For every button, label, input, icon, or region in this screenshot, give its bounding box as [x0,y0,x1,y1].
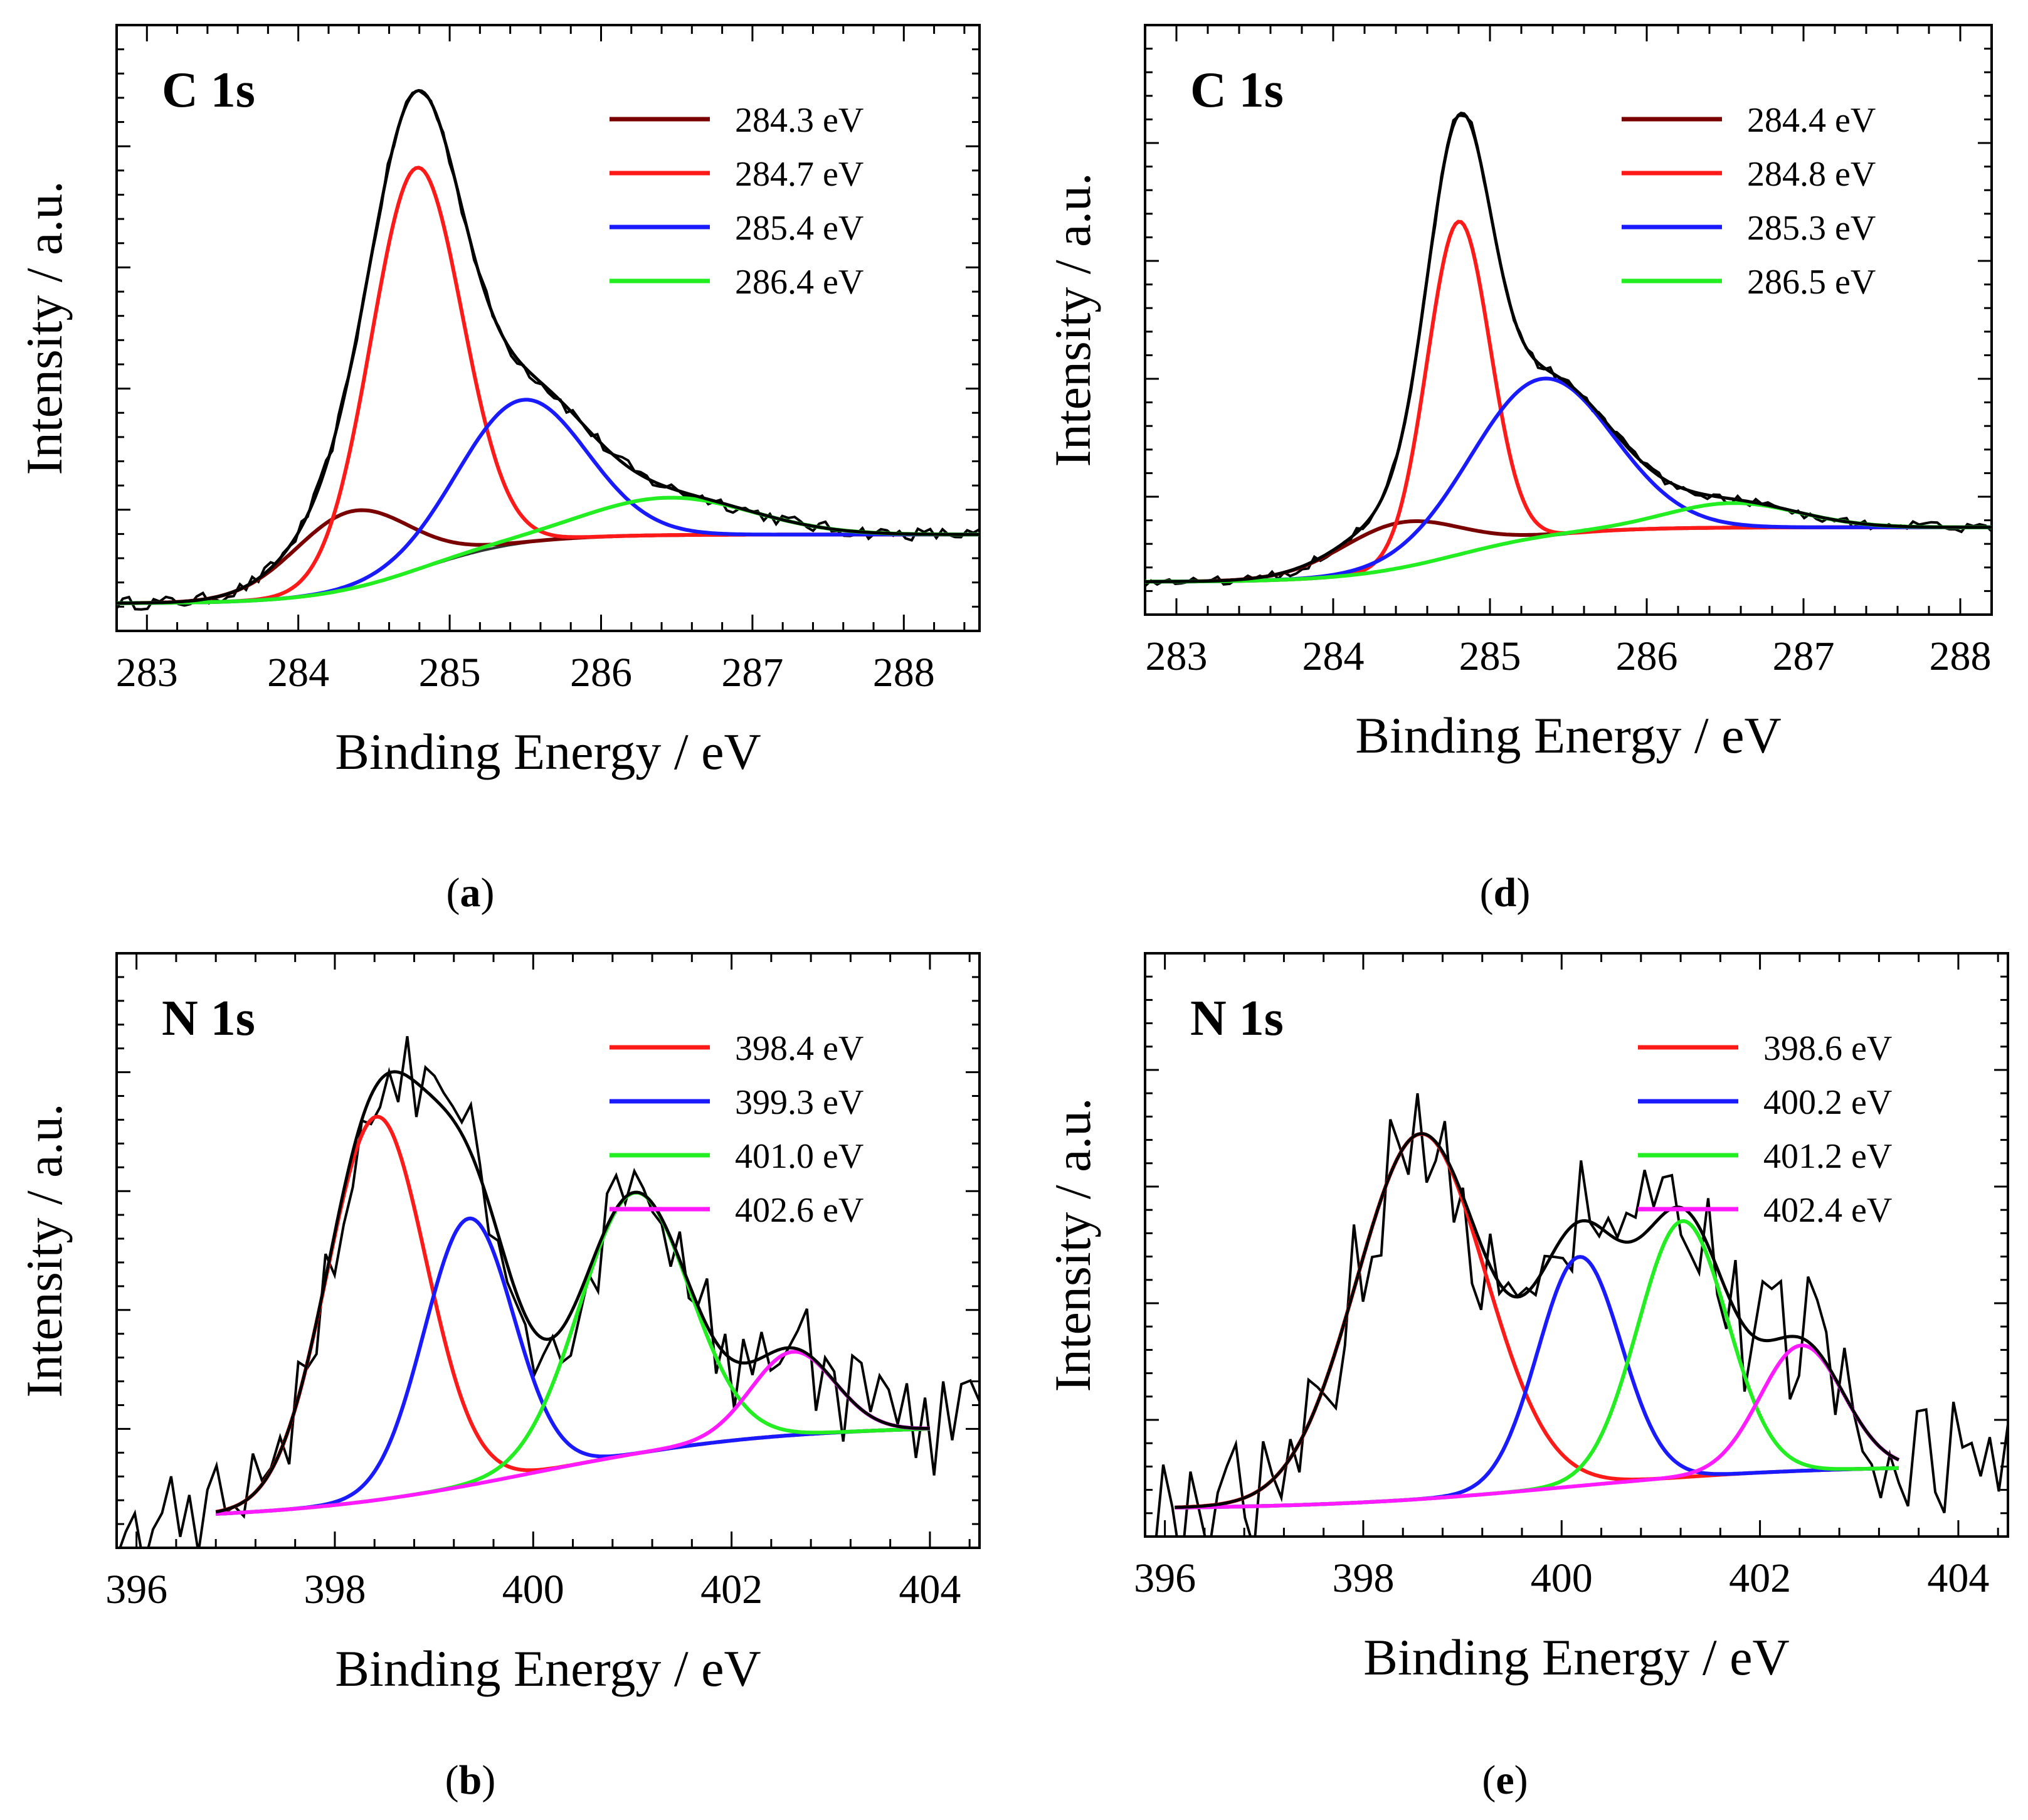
x-tick-label: 284 [1302,633,1365,679]
x-tick-label: 283 [116,650,178,696]
legend-label: 284.8 eV [1747,155,1876,194]
legend: 398.4 eV 399.3 eV 401.0 eV 402.6 eV [610,1029,863,1230]
x-tick-label: 285 [419,650,481,696]
x-tick-label: 404 [1927,1555,1989,1601]
x-axis-title: Binding Energy / eV [1363,1629,1789,1686]
plot-frame [115,24,981,632]
y-axis-title: Intensity / a.u. [16,181,73,475]
curves [1145,111,1992,587]
legend-label: 398.6 eV [1763,1029,1892,1068]
legend-label: 286.5 eV [1747,263,1876,302]
raw-spectrum [1154,1093,2008,1537]
component-402-4-eV [1175,1343,1900,1510]
curves [117,88,980,611]
curves [1154,1093,2008,1537]
y-axis-title: Intensity / a.u. [1044,172,1101,467]
legend-label: 400.2 eV [1763,1083,1892,1122]
fit-envelope [215,1070,930,1514]
y-axis-title: Intensity / a.u. [16,1103,73,1397]
x-axis-title: Binding Energy / eV [1355,707,1781,764]
x-tick-label: 398 [304,1567,366,1612]
x-tick-label: 283 [1146,633,1208,679]
fit-envelope [1145,111,1992,583]
x-tick-label: 288 [1930,633,1992,679]
panel-caption: (a) [446,870,495,916]
legend-label: 286.4 eV [735,263,863,302]
plot-frame [1144,952,2009,1538]
fit-envelope [117,88,980,605]
x-tick-label: 286 [1616,633,1678,679]
panel-e: 396 398 400 402 404 Binding Energy / eV Intens… [1044,952,2009,1686]
x-tick-label: 404 [899,1567,961,1612]
panel-caption: (e) [1482,1757,1528,1803]
x-tick-label: 400 [502,1567,564,1612]
background-line [216,1427,930,1515]
legend-label: 398.4 eV [735,1029,863,1068]
x-tick-label: 286 [570,650,632,696]
component-285-3-eV [1145,376,1992,584]
legend-label: 399.3 eV [735,1083,863,1122]
legend-label: 285.4 eV [735,209,863,248]
x-tick-label: 287 [1773,633,1835,679]
x-tick-label: 288 [873,650,935,696]
x-tick-label: 398 [1332,1555,1394,1601]
panel-a: 283 284 285 286 287 288 Binding Energy / eV Int… [16,24,981,780]
panel-caption: (d) [1480,870,1531,916]
legend-label: 402.6 eV [735,1191,863,1230]
legend-label: 401.2 eV [1763,1137,1892,1176]
spectrum-title: C 1s [162,63,255,118]
x-tick-label: 396 [105,1567,167,1612]
x-tick-label: 287 [721,650,783,696]
legend-label: 284.7 eV [735,155,863,194]
plot-frame [115,952,981,1549]
spectrum-title: N 1s [162,991,255,1046]
panel-d: 283 284 285 286 287 288 Binding Energy / eV Int… [1044,24,1993,764]
component-285-4-eV [117,398,980,605]
spectrum-title: N 1s [1190,991,1284,1046]
legend-label: 402.4 eV [1763,1191,1892,1230]
legend-label: 284.3 eV [735,101,863,140]
component-286-5-eV [1145,501,1992,584]
background-line [117,533,980,605]
curves [119,1036,980,1548]
legend-label: 284.4 eV [1747,101,1876,140]
legend: 398.6 eV 400.2 eV 401.2 eV 402.4 eV [1638,1029,1892,1230]
legend: 284.3 eV 284.7 eV 285.4 eV 286.4 eV [610,101,863,302]
x-tick-label: 402 [700,1567,763,1612]
component-401-2-eV [1175,1219,1899,1510]
component-398-6-eV [1175,1131,1899,1510]
x-axis-title: Binding Energy / eV [335,723,761,780]
panel-caption: (b) [445,1757,496,1803]
legend-label: 401.0 eV [735,1137,863,1176]
spectrum-title: C 1s [1190,63,1284,118]
component-398-4-eV [215,1114,930,1514]
x-axis-title: Binding Energy / eV [335,1640,761,1697]
plot-frame [1144,24,1993,616]
legend: 284.4 eV 284.8 eV 285.3 eV 286.5 eV [1622,101,1876,302]
x-tick-label: 284 [267,650,329,696]
x-tick-label: 285 [1459,633,1521,679]
x-tick-label: 396 [1134,1555,1196,1601]
y-axis-title: Intensity / a.u. [1044,1098,1101,1392]
x-tick-label: 400 [1531,1555,1593,1601]
panel-b: 396 398 400 402 404 Binding Energy / eV Intens… [16,952,981,1697]
legend-label: 285.3 eV [1747,209,1876,248]
fit-envelope [1175,1132,1900,1509]
x-tick-label: 402 [1729,1555,1791,1601]
